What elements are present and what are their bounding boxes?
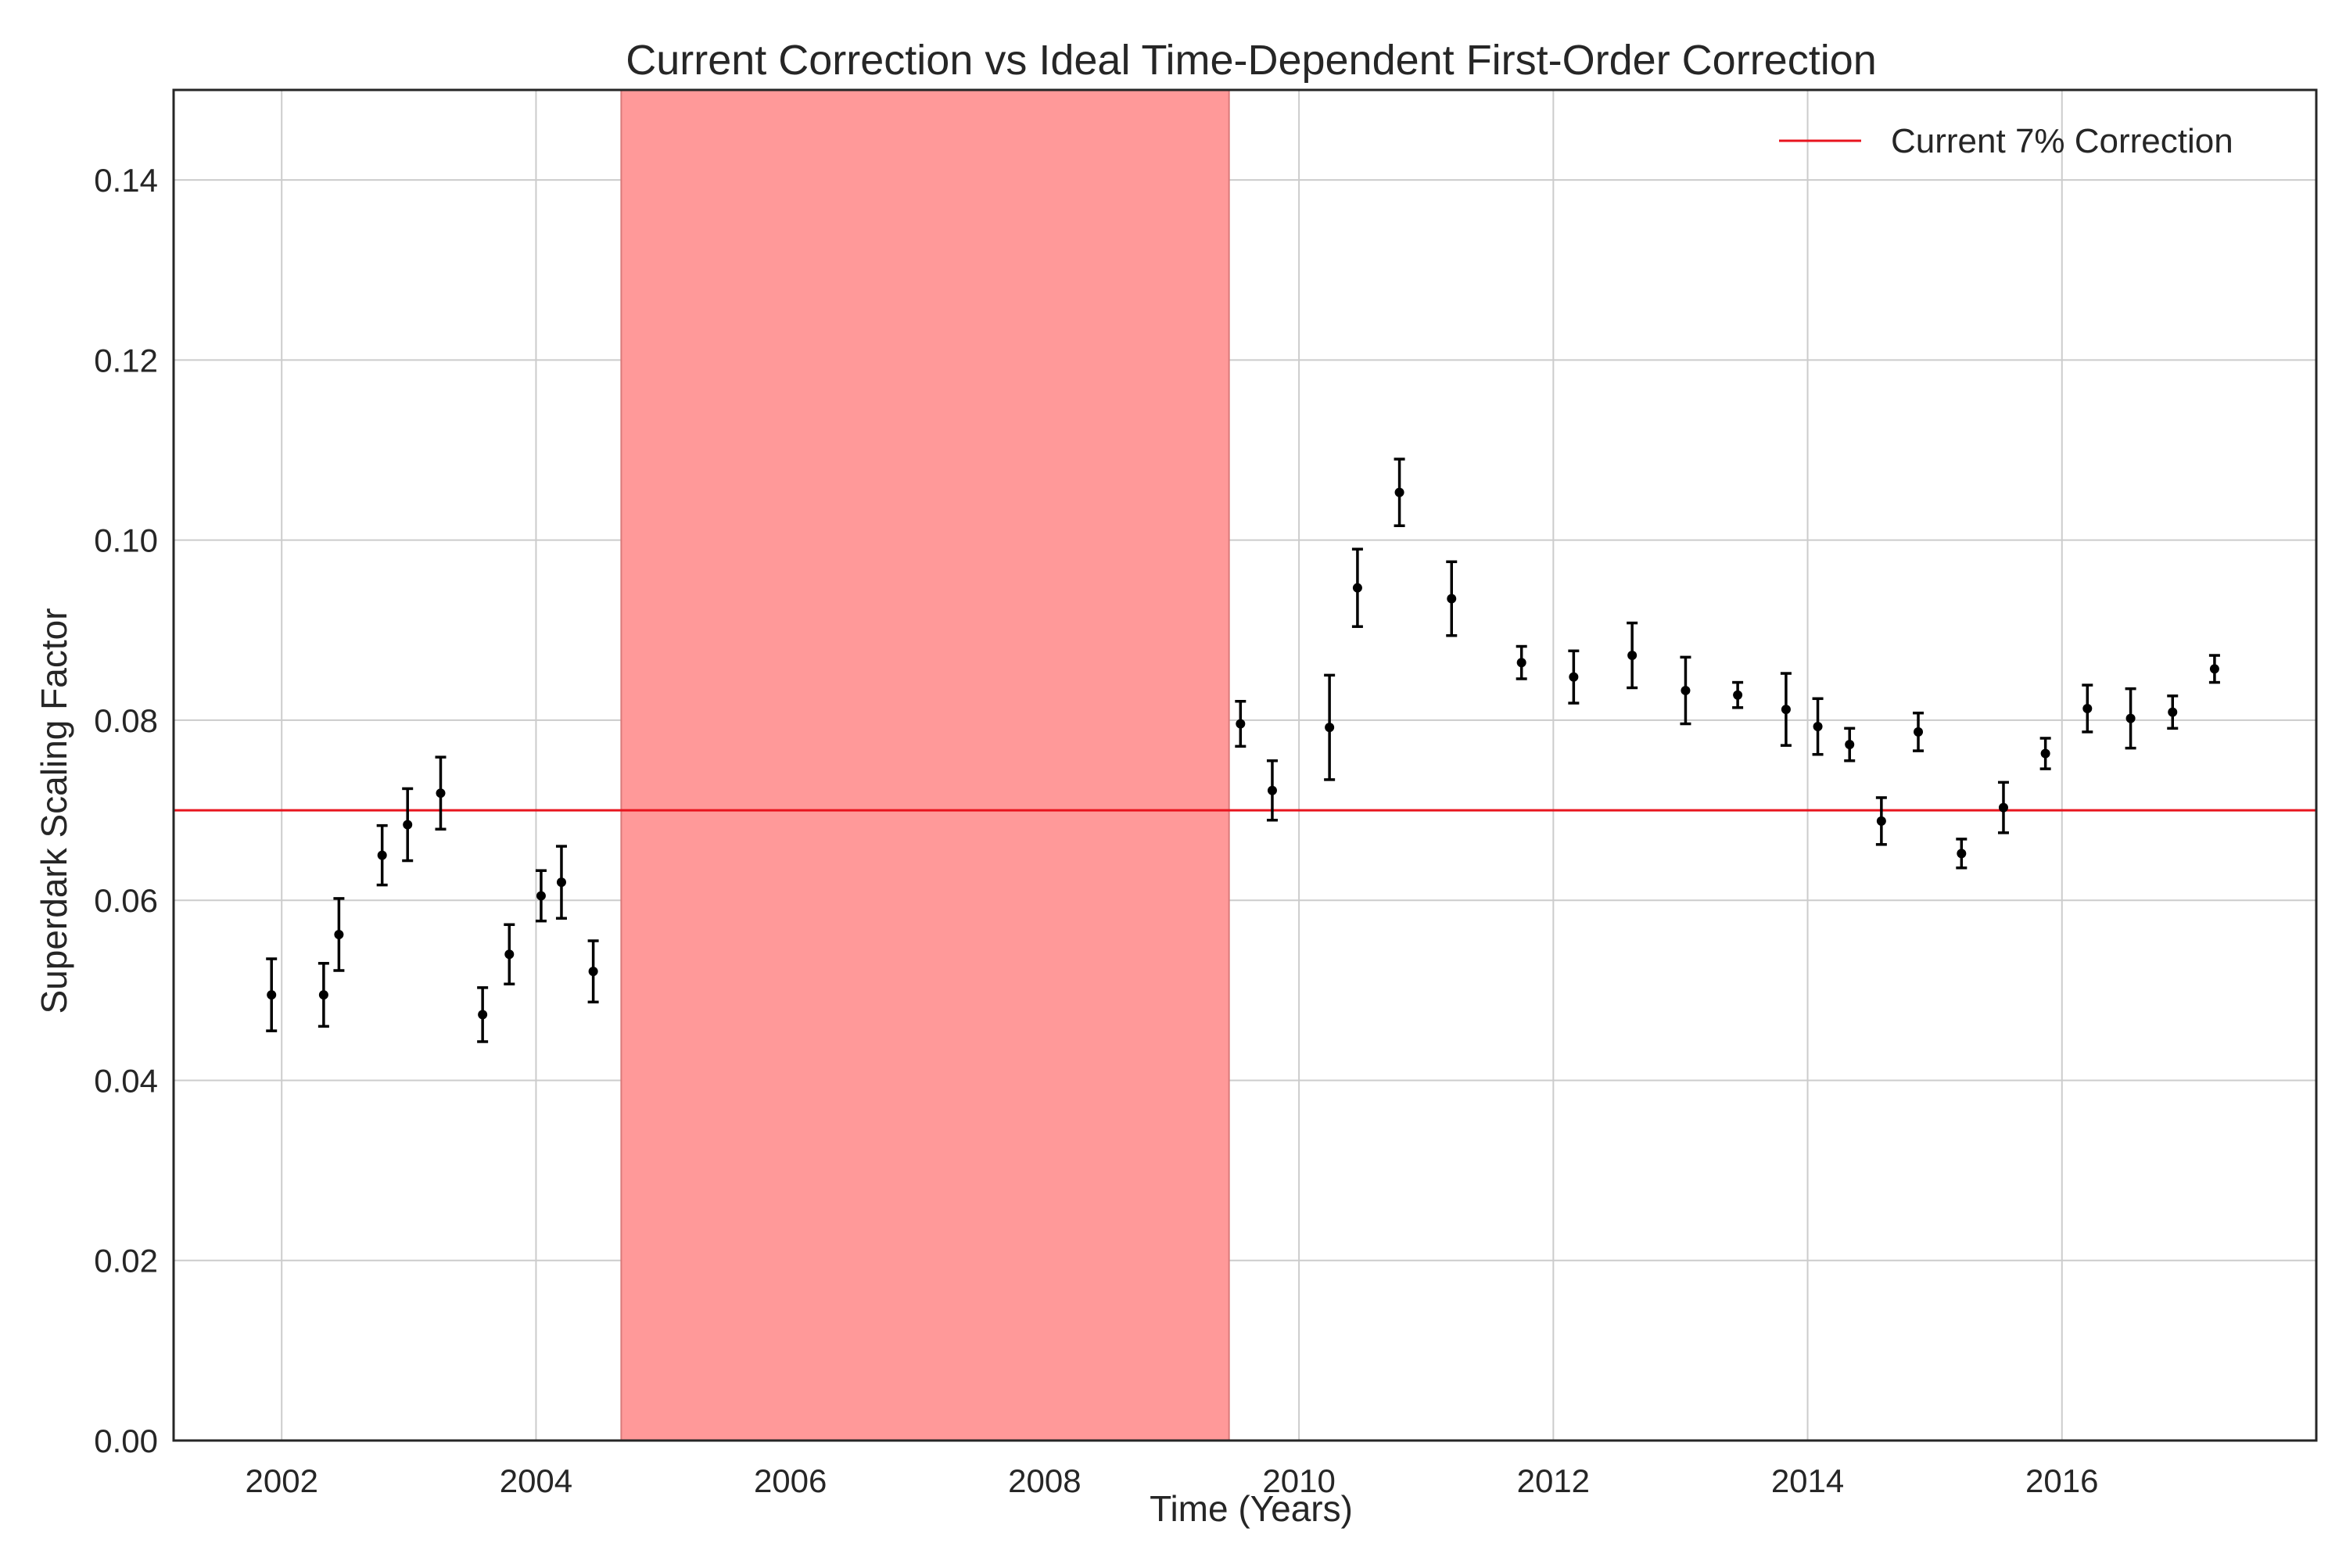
- x-tick-label: 2006: [754, 1462, 827, 1499]
- plot-area: 2002 2004 2006 2008 2010 2012 2014 2016 0.00 0.02…: [94, 88, 2318, 1499]
- shaded-region: [620, 89, 1230, 1441]
- legend-label-current-correction: Current 7% Correction: [1891, 122, 2233, 160]
- data-point: [478, 1010, 488, 1020]
- data-point: [1236, 719, 1246, 729]
- data-point: [1914, 727, 1924, 737]
- data-point: [1876, 816, 1886, 826]
- data-point: [2209, 664, 2219, 674]
- x-axis-label: Time (Years): [1150, 1488, 1353, 1529]
- data-point: [588, 967, 598, 977]
- x-tick-label: 2014: [1771, 1462, 1844, 1499]
- data-point: [556, 877, 566, 888]
- data-point: [1569, 672, 1579, 682]
- data-point: [2082, 703, 2093, 713]
- y-tick-label: 0.06: [94, 882, 158, 919]
- data-point: [1267, 785, 1277, 795]
- data-point: [1516, 658, 1526, 668]
- data-point: [536, 891, 546, 901]
- data-point: [334, 929, 344, 939]
- data-point: [436, 788, 446, 798]
- x-tick-label: 2008: [1008, 1462, 1081, 1499]
- y-tick-label: 0.04: [94, 1062, 158, 1099]
- data-point: [377, 850, 387, 860]
- y-tick-label: 0.08: [94, 702, 158, 739]
- x-tick-label: 2016: [2025, 1462, 2098, 1499]
- y-tick-label: 0.10: [94, 522, 158, 559]
- data-point: [1781, 705, 1791, 715]
- y-tick-label: 0.14: [94, 162, 158, 199]
- data-point: [2125, 713, 2136, 723]
- legend: Current 7% Correction: [1779, 122, 2233, 160]
- x-tick-label: 2012: [1517, 1462, 1590, 1499]
- x-tick-label: 2002: [246, 1462, 318, 1499]
- data-point: [2040, 748, 2050, 759]
- data-point: [318, 990, 328, 1000]
- data-point: [1733, 690, 1743, 700]
- data-point: [2168, 707, 2178, 717]
- y-tick-label: 0.00: [94, 1423, 158, 1459]
- y-tick-label: 0.02: [94, 1243, 158, 1279]
- x-tick-label: 2010: [1262, 1462, 1335, 1499]
- data-point: [1352, 583, 1362, 593]
- data-point: [504, 949, 515, 960]
- y-tick-label: 0.12: [94, 342, 158, 379]
- data-point: [1845, 740, 1855, 750]
- data-point: [1325, 723, 1335, 733]
- x-tick-label: 2004: [500, 1462, 572, 1499]
- data-point: [403, 820, 413, 830]
- data-point: [1627, 651, 1638, 661]
- data-point: [1394, 487, 1404, 497]
- data-point: [267, 990, 277, 1000]
- y-axis-label: Superdark Scaling Factor: [34, 608, 74, 1014]
- data-point: [1813, 721, 1823, 731]
- data-point: [1447, 594, 1457, 604]
- chart-title: Current Correction vs Ideal Time-Depende…: [626, 37, 1877, 84]
- data-point: [1957, 849, 1967, 859]
- data-point: [1998, 802, 2008, 813]
- plot-frame: [172, 88, 2318, 1442]
- data-point: [1681, 685, 1691, 695]
